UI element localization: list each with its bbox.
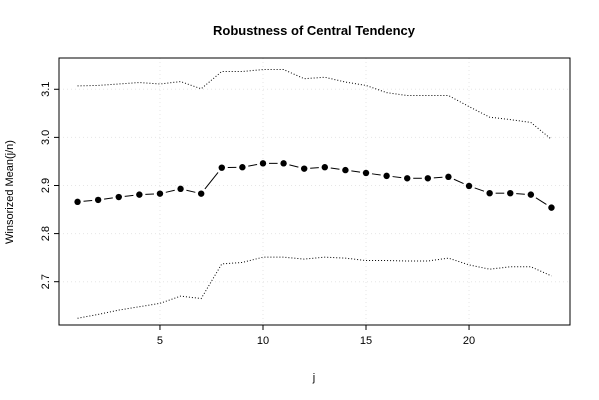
- y-axis-label: Winsorized Mean(j/n): [4, 140, 16, 244]
- mean-series: [74, 160, 555, 211]
- confidence-bands: [77, 69, 552, 319]
- y-tick-label-4: 3.1: [40, 82, 52, 97]
- mean-segment-1: [83, 199, 93, 202]
- mean-point-18: [424, 175, 432, 182]
- mean-segment-6: [186, 189, 196, 193]
- y-axis: 2.7 2.8 2.9 3.0 3.1: [40, 82, 59, 289]
- chart-title: Robustness of Central Tendency: [213, 23, 416, 38]
- mean-segment-15: [371, 173, 381, 176]
- lower-band-line: [77, 256, 552, 319]
- mean-segment-3: [124, 194, 134, 197]
- y-tick-label-2: 2.9: [40, 178, 52, 193]
- mean-segment-22: [516, 193, 525, 195]
- mean-point-8: [218, 164, 225, 171]
- mean-segment-11: [289, 164, 299, 168]
- x-axis: 5 10 15 20: [157, 325, 475, 347]
- mean-segment-7: [204, 172, 219, 190]
- mean-point-7: [197, 190, 205, 197]
- mean-point-13: [321, 164, 329, 171]
- y-tick-label-3: 3.0: [40, 130, 52, 145]
- mean-segment-2: [104, 197, 113, 200]
- mean-point-2: [94, 196, 102, 204]
- mean-segment-13: [330, 167, 340, 170]
- mean-segment-18: [433, 176, 443, 179]
- mean-point-11: [280, 160, 287, 167]
- mean-point-6: [177, 185, 184, 193]
- x-tick-label-3: 20: [463, 335, 475, 347]
- mean-point-19: [445, 173, 452, 181]
- mean-segment-12: [310, 167, 319, 169]
- mean-point-23: [527, 191, 535, 198]
- mean-segment-19: [453, 178, 464, 184]
- x-tick-label-2: 15: [360, 335, 372, 347]
- mean-segment-9: [248, 163, 258, 167]
- mean-point-15: [362, 169, 370, 177]
- mean-segment-16: [392, 176, 402, 179]
- mean-segment-23: [535, 197, 547, 205]
- mean-point-10: [259, 160, 267, 167]
- upper-band-line: [77, 69, 552, 140]
- x-tick-label-1: 10: [257, 335, 269, 347]
- grid: [59, 58, 570, 325]
- mean-point-4: [136, 191, 143, 198]
- mean-point-21: [486, 189, 493, 197]
- mean-point-24: [548, 204, 555, 211]
- mean-point-22: [507, 189, 514, 197]
- mean-segment-20: [474, 187, 485, 192]
- plot-frame: [58, 57, 571, 326]
- mean-segment-14: [351, 170, 361, 173]
- mean-point-17: [404, 175, 411, 182]
- mean-segment-5: [165, 189, 175, 193]
- mean-point-9: [239, 164, 246, 171]
- mean-point-12: [300, 165, 308, 172]
- mean-point-16: [383, 172, 390, 180]
- mean-point-5: [156, 190, 164, 197]
- y-tick-label-1: 2.8: [40, 226, 52, 241]
- mean-point-14: [342, 166, 349, 174]
- x-tick-label-0: 5: [157, 335, 163, 347]
- y-tick-label-0: 2.7: [40, 274, 52, 289]
- x-axis-label: j: [312, 372, 315, 384]
- mean-point-3: [115, 193, 122, 201]
- mean-point-20: [465, 182, 473, 190]
- mean-point-1: [74, 198, 81, 206]
